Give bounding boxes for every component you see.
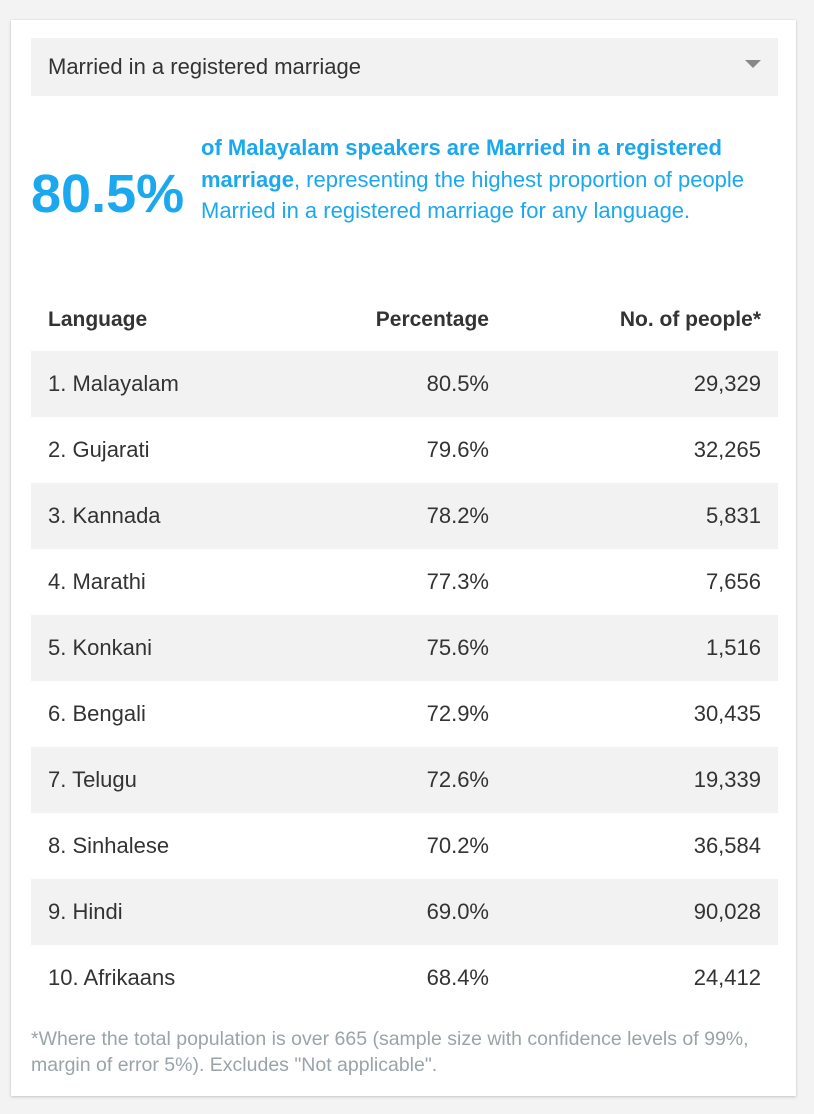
table-row: 1. Malayalam 80.5% 29,329 xyxy=(31,351,778,417)
dropdown-selected-value: Married in a registered marriage xyxy=(48,54,362,79)
table-row: 3. Kannada 78.2% 5,831 xyxy=(31,483,778,549)
cell-people: 24,412 xyxy=(693,965,761,990)
headline-stat: 80.5% of Malayalam speakers are Married … xyxy=(31,132,771,262)
cell-language: 6. Bengali xyxy=(48,701,146,726)
cell-people: 32,265 xyxy=(693,437,761,462)
cell-language: 8. Sinhalese xyxy=(48,833,170,858)
cell-language: 5. Konkani xyxy=(48,635,152,660)
table-row: 5. Konkani 75.6% 1,516 xyxy=(31,615,778,681)
headline-description: of Malayalam speakers are Married in a r… xyxy=(201,132,771,227)
cell-percentage: 69.0% xyxy=(426,899,489,924)
table-row: 9. Hindi 69.0% 90,028 xyxy=(31,879,778,945)
table-row: 2. Gujarati 79.6% 32,265 xyxy=(31,417,778,483)
header-percentage: Percentage xyxy=(375,308,489,331)
cell-percentage: 68.4% xyxy=(426,965,489,990)
table-row: 8. Sinhalese 70.2% 36,584 xyxy=(31,813,778,879)
header-language: Language xyxy=(48,308,148,331)
cell-percentage: 70.2% xyxy=(426,833,489,858)
cell-percentage: 79.6% xyxy=(426,437,489,462)
cell-percentage: 72.9% xyxy=(426,701,489,726)
language-table: Language Percentage No. of people* 1. Ma… xyxy=(31,288,778,1011)
cell-percentage: 78.2% xyxy=(426,503,489,528)
caret-down-icon[interactable] xyxy=(745,60,761,68)
headline-percentage: 80.5% xyxy=(31,164,185,224)
marital-status-dropdown[interactable]: Married in a registered marriage xyxy=(31,38,778,96)
cell-language: 7. Telugu xyxy=(48,767,137,792)
cell-language: 4. Marathi xyxy=(48,569,146,594)
table-header: Language Percentage No. of people* xyxy=(31,288,778,351)
headline-description-bold: of Malayalam speakers are Married in a r… xyxy=(201,135,722,192)
cell-people: 19,339 xyxy=(693,767,761,792)
header-people: No. of people* xyxy=(619,308,761,331)
table-row: 10. Afrikaans 68.4% 24,412 xyxy=(31,945,778,1011)
cell-percentage: 77.3% xyxy=(426,569,489,594)
cell-people: 30,435 xyxy=(693,701,761,726)
headline-description-rest: , representing the highest proportion of… xyxy=(201,166,745,224)
table-row: 7. Telugu 72.6% 19,339 xyxy=(31,747,778,813)
cell-people: 5,831 xyxy=(705,503,761,528)
footnote: *Where the total population is over 665 … xyxy=(31,1028,749,1076)
table-row: 6. Bengali 72.9% 30,435 xyxy=(31,681,778,747)
cell-language: 1. Malayalam xyxy=(48,371,179,396)
cell-percentage: 72.6% xyxy=(426,767,489,792)
stats-card: Married in a registered marriage 80.5% o… xyxy=(11,20,796,1096)
cell-people: 36,584 xyxy=(693,833,761,858)
cell-percentage: 75.6% xyxy=(426,635,489,660)
cell-people: 90,028 xyxy=(693,899,761,924)
cell-language: 2. Gujarati xyxy=(48,437,150,462)
cell-language: 10. Afrikaans xyxy=(48,965,176,990)
cell-percentage: 80.5% xyxy=(426,371,489,396)
cell-language: 3. Kannada xyxy=(48,503,161,528)
cell-people: 7,656 xyxy=(705,569,761,594)
cell-language: 9. Hindi xyxy=(48,899,123,924)
table-row: 4. Marathi 77.3% 7,656 xyxy=(31,549,778,615)
cell-people: 29,329 xyxy=(693,371,761,396)
cell-people: 1,516 xyxy=(705,635,761,660)
